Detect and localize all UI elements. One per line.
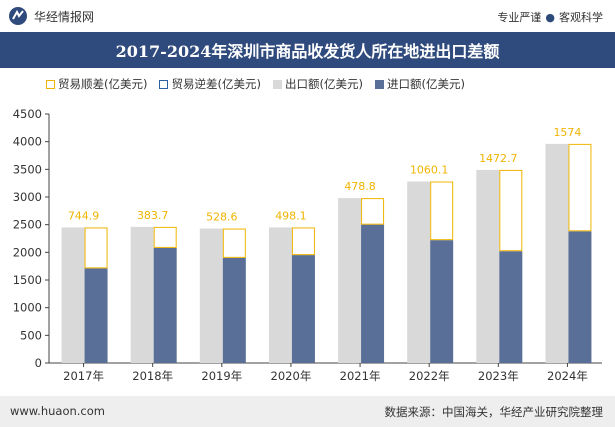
y-tick-label: 1500 (13, 273, 42, 287)
x-tick-label: 2020年 (271, 369, 312, 383)
surplus-data-label: 383.7 (137, 209, 169, 222)
import-bar (499, 251, 523, 363)
tagline-dot: ● (545, 11, 555, 24)
legend-swatch-surplus (46, 79, 55, 89)
brand: 华经情报网 (8, 5, 94, 27)
import-bar (153, 247, 177, 363)
footer-url[interactable]: www.huaon.com (10, 404, 105, 418)
export-bar (476, 169, 500, 363)
import-bar (430, 240, 454, 363)
surplus-data-label: 478.8 (344, 180, 376, 193)
legend-swatch-import (374, 79, 384, 89)
legend-label-export: 出口额(亿美元) (284, 77, 363, 91)
x-tick-label: 2022年 (409, 369, 450, 383)
trade-surplus-box (222, 228, 246, 258)
legend-label-surplus: 贸易顺差(亿美元) (58, 77, 148, 91)
legend-item-import: 进口额(亿美元) (374, 76, 465, 92)
surplus-data-label: 744.9 (68, 209, 100, 222)
trade-surplus-box (568, 143, 592, 232)
import-bar (291, 255, 315, 363)
chart-title: 2017-2024年深圳市商品收发货人所在地进出口差额 (115, 42, 500, 61)
tagline: 专业严谨 ● 客观科学 (497, 9, 603, 25)
export-bar (199, 228, 223, 363)
export-bar (61, 227, 85, 363)
legend-item-surplus: 贸易顺差(亿美元) (46, 76, 147, 92)
surplus-data-label: 1574 (553, 126, 581, 139)
brand-name: 华经情报网 (34, 9, 95, 24)
legend-label-deficit: 贸易逆差(亿美元) (171, 77, 261, 91)
legend-item-export: 出口额(亿美元) (272, 76, 363, 92)
export-bar (130, 226, 154, 363)
export-bar (338, 198, 362, 363)
trade-surplus-box (430, 181, 454, 241)
surplus-data-label: 528.6 (206, 211, 238, 224)
y-tick-label: 4000 (13, 135, 42, 149)
legend-item-deficit: 贸易逆差(亿美元) (159, 76, 261, 92)
tagline-right: 客观科学 (559, 11, 603, 24)
x-tick-label: 2023年 (478, 369, 519, 383)
y-tick-label: 1000 (13, 301, 42, 315)
x-tick-label: 2024年 (547, 369, 588, 383)
chart-legend: 贸易顺差(亿美元) 贸易逆差(亿美元) 出口额(亿美元) 进口额(亿美元) (46, 76, 477, 92)
export-bar (268, 227, 292, 363)
huajing-logo-icon (9, 7, 27, 25)
y-tick-label: 3000 (13, 190, 42, 204)
import-bar (222, 257, 246, 363)
trade-surplus-box (153, 226, 177, 248)
legend-label-import: 进口额(亿美元) (386, 77, 465, 91)
trade-surplus-box (84, 227, 108, 269)
footer: www.huaon.com 数据来源：中国海关，华经产业研究院整理 (0, 396, 615, 427)
footer-source: 数据来源：中国海关，华经产业研究院整理 (384, 405, 604, 419)
legend-swatch-export (272, 79, 282, 89)
trade-surplus-box (499, 169, 523, 252)
import-bar (84, 268, 108, 363)
trade-surplus-box (361, 198, 385, 225)
trade-surplus-box (291, 227, 315, 256)
title-bar: 2017-2024年深圳市商品收发货人所在地进出口差额 (0, 32, 615, 68)
surplus-data-label: 1472.7 (479, 152, 518, 165)
x-tick-label: 2017年 (63, 369, 104, 383)
x-tick-label: 2018年 (132, 369, 173, 383)
surplus-data-label: 498.1 (275, 209, 307, 222)
legend-swatch-deficit (159, 79, 169, 89)
y-tick-label: 2000 (13, 245, 42, 259)
surplus-data-label: 1060.1 (410, 164, 449, 177)
y-tick-label: 4500 (13, 107, 42, 121)
import-bar (361, 224, 385, 363)
x-tick-label: 2021年 (340, 369, 381, 383)
bar-chart: 0 500 1000 1500 2000 2500 3000 3500 4000 4500 744.… (13, 107, 602, 383)
top-bar: 华经情报网 专业严谨 ● 客观科学 (0, 0, 615, 32)
export-bar (545, 143, 569, 363)
y-tick-label: 3500 (13, 162, 42, 176)
import-bar (568, 231, 592, 363)
x-tick-label: 2019年 (201, 369, 242, 383)
y-tick-label: 2500 (13, 218, 42, 232)
y-tick-label: 0 (35, 356, 42, 370)
export-bar (407, 181, 431, 363)
tagline-left: 专业严谨 (497, 11, 542, 24)
y-tick-label: 500 (20, 328, 42, 342)
